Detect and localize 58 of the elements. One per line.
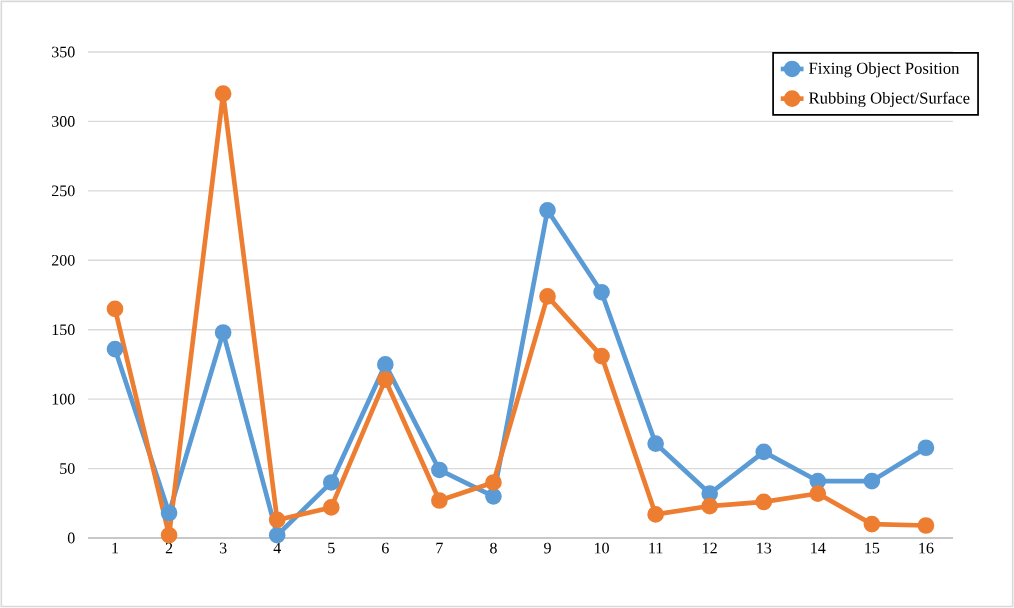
point [701, 485, 719, 502]
point [755, 493, 773, 511]
point [809, 472, 827, 490]
x-tick-label: 5 [328, 542, 335, 554]
x-tick-label: 8 [490, 542, 497, 554]
y-tick-label: 350 [52, 46, 75, 58]
point [809, 485, 827, 502]
point [485, 474, 502, 491]
point [485, 488, 502, 505]
point [647, 435, 664, 452]
point [431, 492, 448, 509]
point [160, 526, 178, 544]
legend-label: Rubbing Object/Surface [809, 91, 970, 108]
y-tick-label: 150 [52, 324, 75, 336]
point [539, 201, 556, 219]
point [322, 474, 340, 491]
y-tick-label: 300 [52, 116, 75, 127]
point [755, 443, 773, 461]
y-tick-label: 100 [52, 393, 75, 405]
x-tick-label: 10 [594, 542, 609, 554]
point [160, 504, 178, 522]
point [863, 515, 881, 533]
x-tick-label: 12 [703, 542, 717, 554]
point [268, 526, 286, 544]
x-tick-label: 6 [382, 542, 389, 554]
y-tick-label: 50 [60, 463, 75, 474]
x-tick-label: 11 [649, 542, 663, 554]
point [917, 517, 935, 534]
point [376, 371, 394, 389]
x-tick-label: 14 [811, 542, 826, 554]
point [593, 347, 610, 365]
point [539, 288, 556, 305]
point [593, 283, 610, 301]
point [214, 324, 232, 341]
point [322, 499, 340, 516]
point [431, 461, 448, 479]
point [701, 497, 719, 515]
point [863, 472, 881, 490]
x-tick-label: 4 [273, 542, 281, 554]
x-tick-label: 9 [544, 542, 551, 554]
point [214, 85, 232, 102]
x-tick-label: 13 [757, 542, 772, 554]
point [376, 356, 394, 373]
x-tick-label: 15 [865, 542, 880, 554]
y-tick-label: 250 [51, 185, 75, 197]
x-tick-label: 2 [165, 542, 173, 554]
x-tick-label: 7 [436, 542, 443, 554]
y-tick-label: 200 [51, 254, 75, 266]
x-tick-label: 1 [112, 542, 119, 554]
x-tick-label: 16 [919, 542, 934, 554]
legend-label: Fixing Object Position [809, 62, 960, 78]
point [917, 439, 935, 457]
point [647, 506, 664, 523]
point [268, 511, 286, 529]
point [106, 300, 124, 318]
point [106, 340, 124, 358]
x-tick-label: 3 [219, 542, 227, 554]
y-tick-label: 0 [67, 532, 75, 544]
